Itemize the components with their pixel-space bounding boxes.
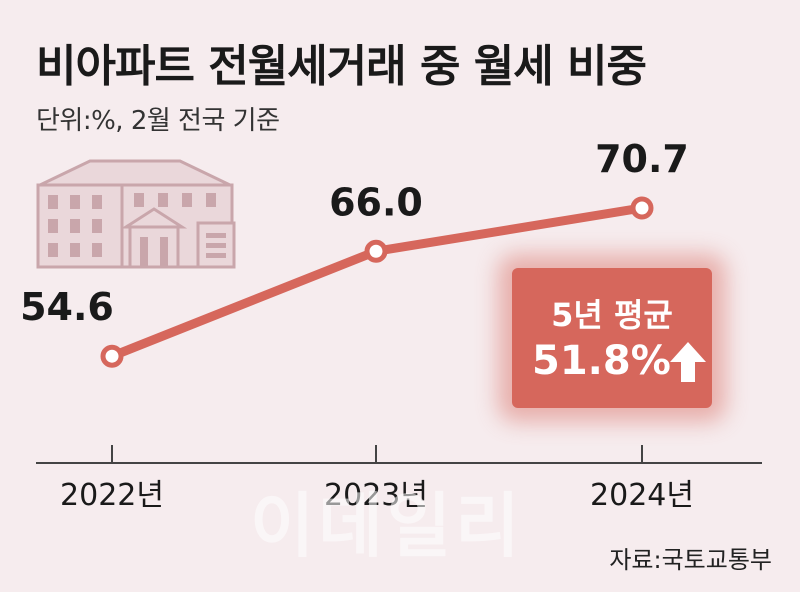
data-point — [100, 344, 124, 368]
average-badge: 5년 평균 51.8% — [512, 268, 712, 408]
badge-value: 51.8% — [532, 338, 671, 384]
data-label: 54.6 — [20, 285, 114, 329]
chart-subtitle: 단위:%, 2월 전국 기준 — [36, 106, 280, 136]
house-icon — [36, 159, 236, 269]
source-note: 자료:국토교통부 — [609, 546, 772, 574]
data-point — [364, 239, 388, 263]
up-arrow-icon — [670, 342, 706, 382]
data-point — [630, 196, 654, 220]
x-tick-label: 2024년 — [590, 478, 694, 513]
chart-title: 비아파트 전월세거래 중 월세 비중 — [36, 41, 647, 92]
data-label: 70.7 — [595, 137, 689, 181]
x-tick-label: 2023년 — [324, 478, 428, 513]
data-label: 66.0 — [329, 180, 423, 224]
badge-label: 5년 평균 — [551, 296, 673, 334]
watermark: 이데일리 — [250, 485, 524, 567]
x-tick-label: 2022년 — [60, 478, 164, 513]
